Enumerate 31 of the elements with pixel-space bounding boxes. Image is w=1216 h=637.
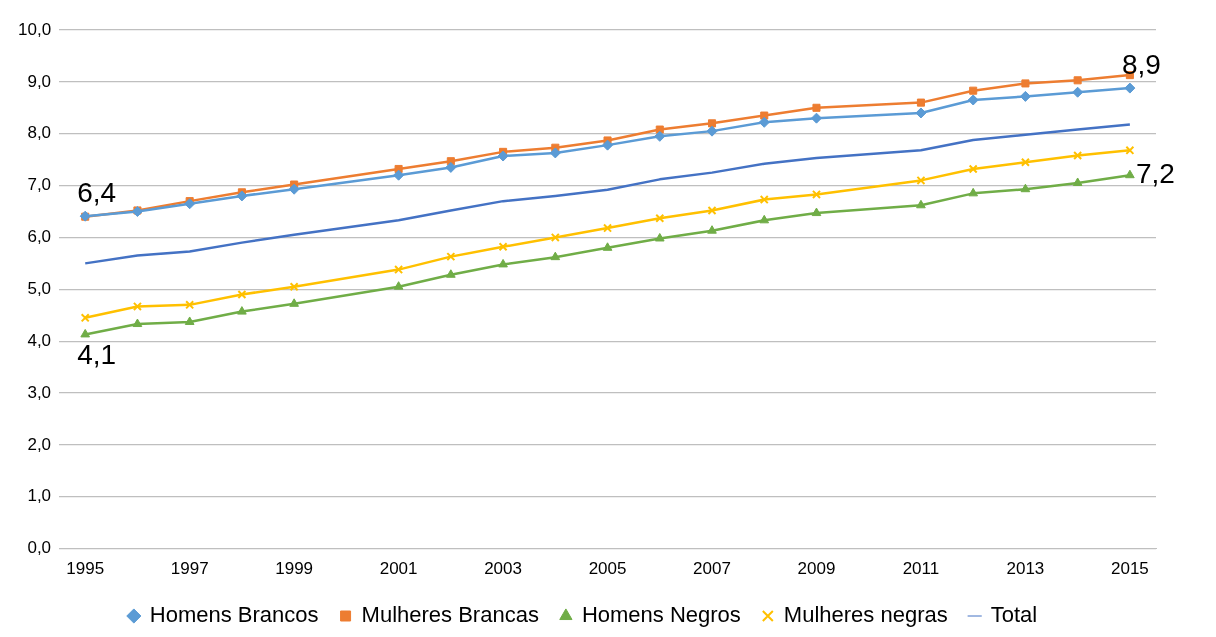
x-tick-label: 2015 <box>1110 559 1149 579</box>
y-tick-label: 4,0 <box>27 330 52 350</box>
annotation: 7,2 <box>1135 157 1175 189</box>
annotation: 4,1 <box>77 339 117 371</box>
y-tick-label: 9,0 <box>27 71 52 91</box>
y-tick-label: 5,0 <box>27 278 52 298</box>
x-tick-label: 1995 <box>66 559 105 579</box>
legend-label: Homens Negros <box>581 602 741 628</box>
x-tick-label: 2005 <box>588 559 627 579</box>
legend-label: Mulheres negras <box>783 602 948 628</box>
y-tick-label: 7,0 <box>27 175 52 195</box>
x-tick-label: 2001 <box>379 559 418 579</box>
x-tick-label: 2009 <box>797 559 836 579</box>
annotation: 6,4 <box>77 177 117 209</box>
y-tick-label: 6,0 <box>27 227 52 247</box>
legend-label: Homens Brancos <box>149 602 319 628</box>
x-tick-label: 2003 <box>484 559 522 579</box>
x-tick-label: 2007 <box>693 559 731 579</box>
y-tick-label: 0,0 <box>27 538 52 558</box>
y-tick-label: 1,0 <box>27 486 52 506</box>
y-tick-label: 2,0 <box>27 434 52 454</box>
y-tick-label: 10,0 <box>17 19 52 39</box>
annotation: 8,9 <box>1121 48 1161 80</box>
legend-label: Total <box>990 602 1038 628</box>
x-tick-label: 1997 <box>170 559 209 579</box>
x-tick-label: 1999 <box>275 559 314 579</box>
x-tick-label: 2013 <box>1006 559 1045 579</box>
legend-label: Mulheres Brancas <box>361 602 539 628</box>
y-tick-label: 3,0 <box>27 382 52 402</box>
x-tick-label: 2011 <box>902 559 940 579</box>
y-tick-label: 8,0 <box>27 123 52 143</box>
